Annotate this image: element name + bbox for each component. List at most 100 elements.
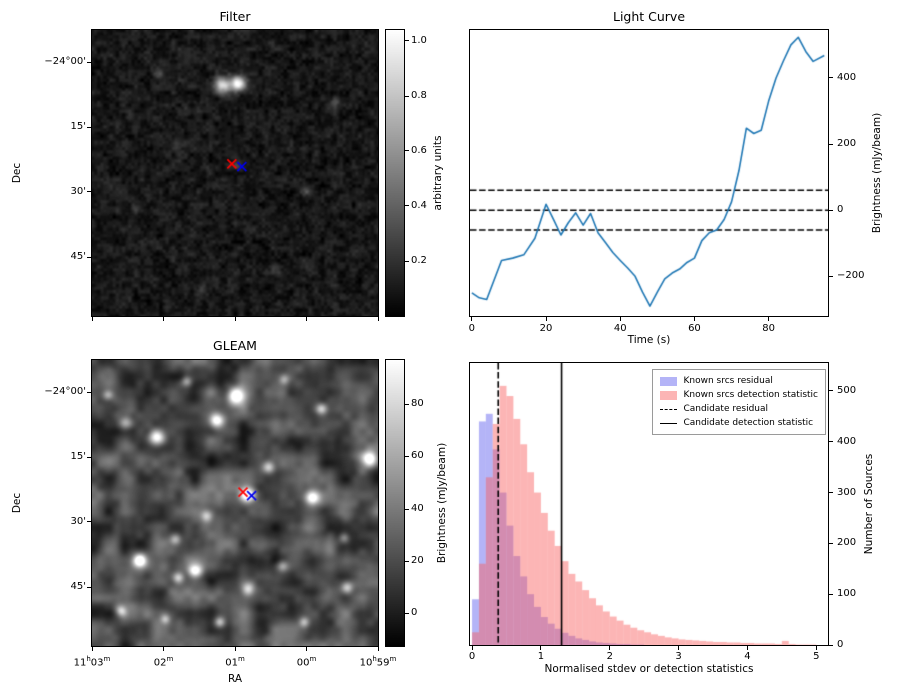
count-tick-mark xyxy=(829,492,833,494)
stat-tick-label: 2 xyxy=(606,651,613,662)
colorbar-tick-label: 0.6 xyxy=(411,144,427,156)
colorbar-tick-label: 60 xyxy=(411,450,424,462)
colorbar-tick-mark xyxy=(405,560,409,562)
gleam-ra-axis-label: RA xyxy=(227,673,243,685)
ra-tick-label: 02m xyxy=(153,655,174,669)
ra-tick-mark xyxy=(91,647,93,651)
dec-tick-label: 45' xyxy=(70,251,86,263)
dec-tick-mark xyxy=(87,61,91,63)
dec-tick-label: −24°00' xyxy=(44,386,86,398)
count-tick-label: 300 xyxy=(837,486,857,498)
lightcurve-canvas xyxy=(470,30,828,316)
count-tick-mark xyxy=(829,593,833,595)
colorbar-tick-label: 0.8 xyxy=(411,90,427,102)
colorbar-tick-mark xyxy=(405,403,409,405)
stat-tick-mark xyxy=(471,646,473,650)
colorbar-tick-label: 1.0 xyxy=(411,34,427,46)
gleam-colorbar xyxy=(385,359,405,647)
stat-tick-mark xyxy=(678,646,680,650)
count-tick-label: 200 xyxy=(837,537,857,549)
legend-label-known-residual: Known srcs residual xyxy=(683,376,773,386)
count-tick-mark xyxy=(829,441,833,443)
stat-tick-label: 1 xyxy=(537,651,545,662)
count-tick-mark xyxy=(829,644,833,646)
ra-tick-label: 00m xyxy=(296,655,317,669)
stat-tick-mark xyxy=(540,646,542,650)
colorbar-tick-mark xyxy=(405,40,409,42)
ra-tick-mark xyxy=(377,317,379,321)
colorbar-tick-mark xyxy=(405,205,409,207)
brightness-tick-mark xyxy=(829,143,833,145)
brightness-tick-mark xyxy=(829,209,833,211)
time-tick-label: 40 xyxy=(613,323,627,334)
time-tick-mark xyxy=(619,317,621,321)
gleam-image-plot xyxy=(91,359,379,647)
lightcurve-title: Light Curve xyxy=(612,9,686,24)
dec-tick-mark xyxy=(87,391,91,393)
dec-tick-mark xyxy=(87,586,91,588)
dec-tick-mark xyxy=(87,256,91,258)
gleam-colorbar-canvas xyxy=(386,360,404,646)
gleam-title: GLEAM xyxy=(213,338,257,353)
filter-colorbar-label: arbitrary units xyxy=(432,135,444,211)
legend-solid-line-icon xyxy=(660,422,678,424)
brightness-tick-mark xyxy=(829,77,833,79)
count-tick-label: 400 xyxy=(837,435,857,447)
brightness-tick-label: 0 xyxy=(837,204,844,216)
colorbar-tick-mark xyxy=(405,508,409,510)
gleam-image-canvas xyxy=(92,360,378,646)
time-tick-mark xyxy=(471,317,473,321)
dec-tick-label: −24°00' xyxy=(44,56,86,68)
time-tick-mark xyxy=(545,317,547,321)
ra-tick-label: 11h03m xyxy=(73,655,111,669)
time-tick-label: 60 xyxy=(688,323,701,334)
count-tick-label: 0 xyxy=(837,639,844,650)
legend-item-known-residual: Known srcs residual xyxy=(660,374,818,388)
dec-tick-label: 15' xyxy=(70,121,86,133)
count-tick-label: 100 xyxy=(837,588,857,600)
dec-tick-mark xyxy=(87,126,91,128)
time-tick-label: 80 xyxy=(762,323,776,334)
dec-tick-label: 30' xyxy=(70,515,86,527)
dec-tick-mark xyxy=(87,191,91,193)
colorbar-tick-mark xyxy=(405,612,409,614)
ra-tick-mark xyxy=(234,647,236,651)
legend-label-known-detstat: Known srcs detection statistic xyxy=(683,390,818,400)
stat-tick-label: 4 xyxy=(744,651,751,662)
count-tick-mark xyxy=(829,542,833,544)
gleam-colorbar-label: Brightness (mJy/beam) xyxy=(436,442,448,564)
gleam-dec-axis-label: Dec xyxy=(11,492,23,514)
dec-tick-label: 30' xyxy=(70,185,86,197)
ra-tick-mark xyxy=(163,317,164,321)
ra-tick-mark xyxy=(377,647,379,651)
stat-tick-mark xyxy=(815,646,817,650)
filter-colorbar-canvas xyxy=(386,30,404,316)
time-tick-label: 0 xyxy=(468,323,476,334)
dec-tick-label: 15' xyxy=(70,451,86,463)
legend-swatch-detstat-patch xyxy=(660,390,678,400)
colorbar-tick-mark xyxy=(405,95,409,97)
ra-tick-mark xyxy=(234,317,236,321)
colorbar-tick-label: 80 xyxy=(411,398,424,410)
legend-label-candidate-detstat: Candidate detection statistic xyxy=(683,418,814,428)
filter-image-canvas xyxy=(92,30,378,316)
legend-item-known-detstat: Known srcs detection statistic xyxy=(660,388,818,402)
colorbar-tick-mark xyxy=(405,455,409,457)
stat-tick-label: 3 xyxy=(675,651,682,662)
stat-tick-mark xyxy=(746,646,748,650)
brightness-tick-label: −200 xyxy=(837,270,865,282)
lightcurve-xaxis-label: Time (s) xyxy=(627,334,671,346)
stat-tick-label: 0 xyxy=(468,651,476,662)
legend-label-candidate-residual: Candidate residual xyxy=(683,404,769,414)
filter-image-plot xyxy=(91,29,379,317)
colorbar-tick-label: 40 xyxy=(411,503,424,514)
ra-tick-mark xyxy=(163,647,164,651)
histogram-xaxis-label: Normalised stdev or detection statistics xyxy=(544,663,754,675)
histogram-legend: Known srcs residual Known srcs detection… xyxy=(652,369,826,435)
legend-dashed-line-icon xyxy=(660,408,678,410)
ra-tick-mark xyxy=(306,317,307,321)
filter-dec-axis-label: Dec xyxy=(11,162,23,184)
lightcurve-plot xyxy=(469,29,829,317)
histogram-yaxis-label: Number of Sources xyxy=(863,453,875,555)
